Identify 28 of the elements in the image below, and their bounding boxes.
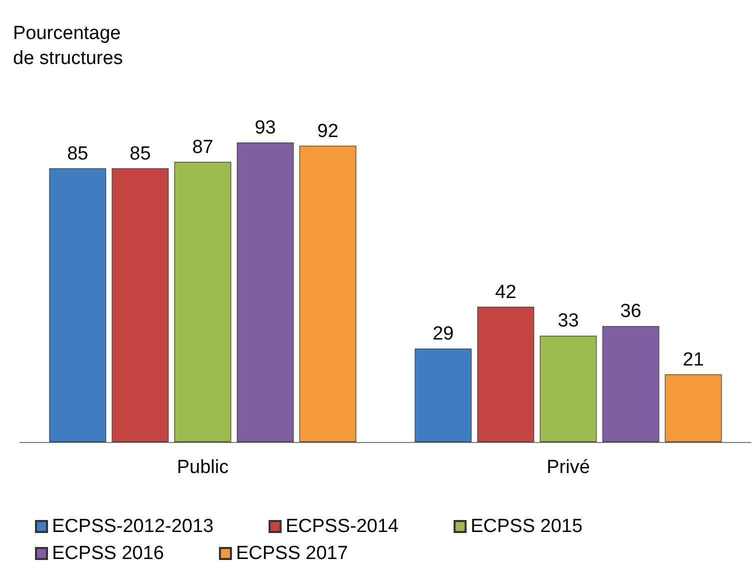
bar [49,168,106,442]
bar [540,336,597,442]
legend-label: ECPSS-2014 [286,516,400,537]
bar [602,326,660,442]
legend-label: ECPSS 2016 [52,543,164,564]
data-label: 33 [558,310,579,332]
data-label: 92 [317,120,338,142]
bar [112,168,169,442]
legend-label: ECPSS-2012-2013 [52,516,214,537]
legend-label: ECPSS 2017 [236,543,348,564]
data-label: 21 [682,349,704,370]
x-tick-label: Privé [546,457,590,478]
data-label: 29 [432,324,454,345]
y-axis-title: Pourcentage de structures [13,23,123,69]
bar [174,162,232,442]
data-label: 42 [495,282,516,303]
data-label: 85 [67,143,88,164]
data-label: 85 [130,143,151,164]
bar [477,306,534,442]
bar [664,374,722,442]
bar [236,142,294,442]
legend-label: ECPSS 2015 [470,516,583,537]
data-label: 87 [192,136,214,158]
x-tick-label: Public [176,457,229,478]
data-label: 93 [254,118,276,139]
bar [299,146,356,442]
data-label: 36 [620,301,642,322]
bar [414,348,472,442]
